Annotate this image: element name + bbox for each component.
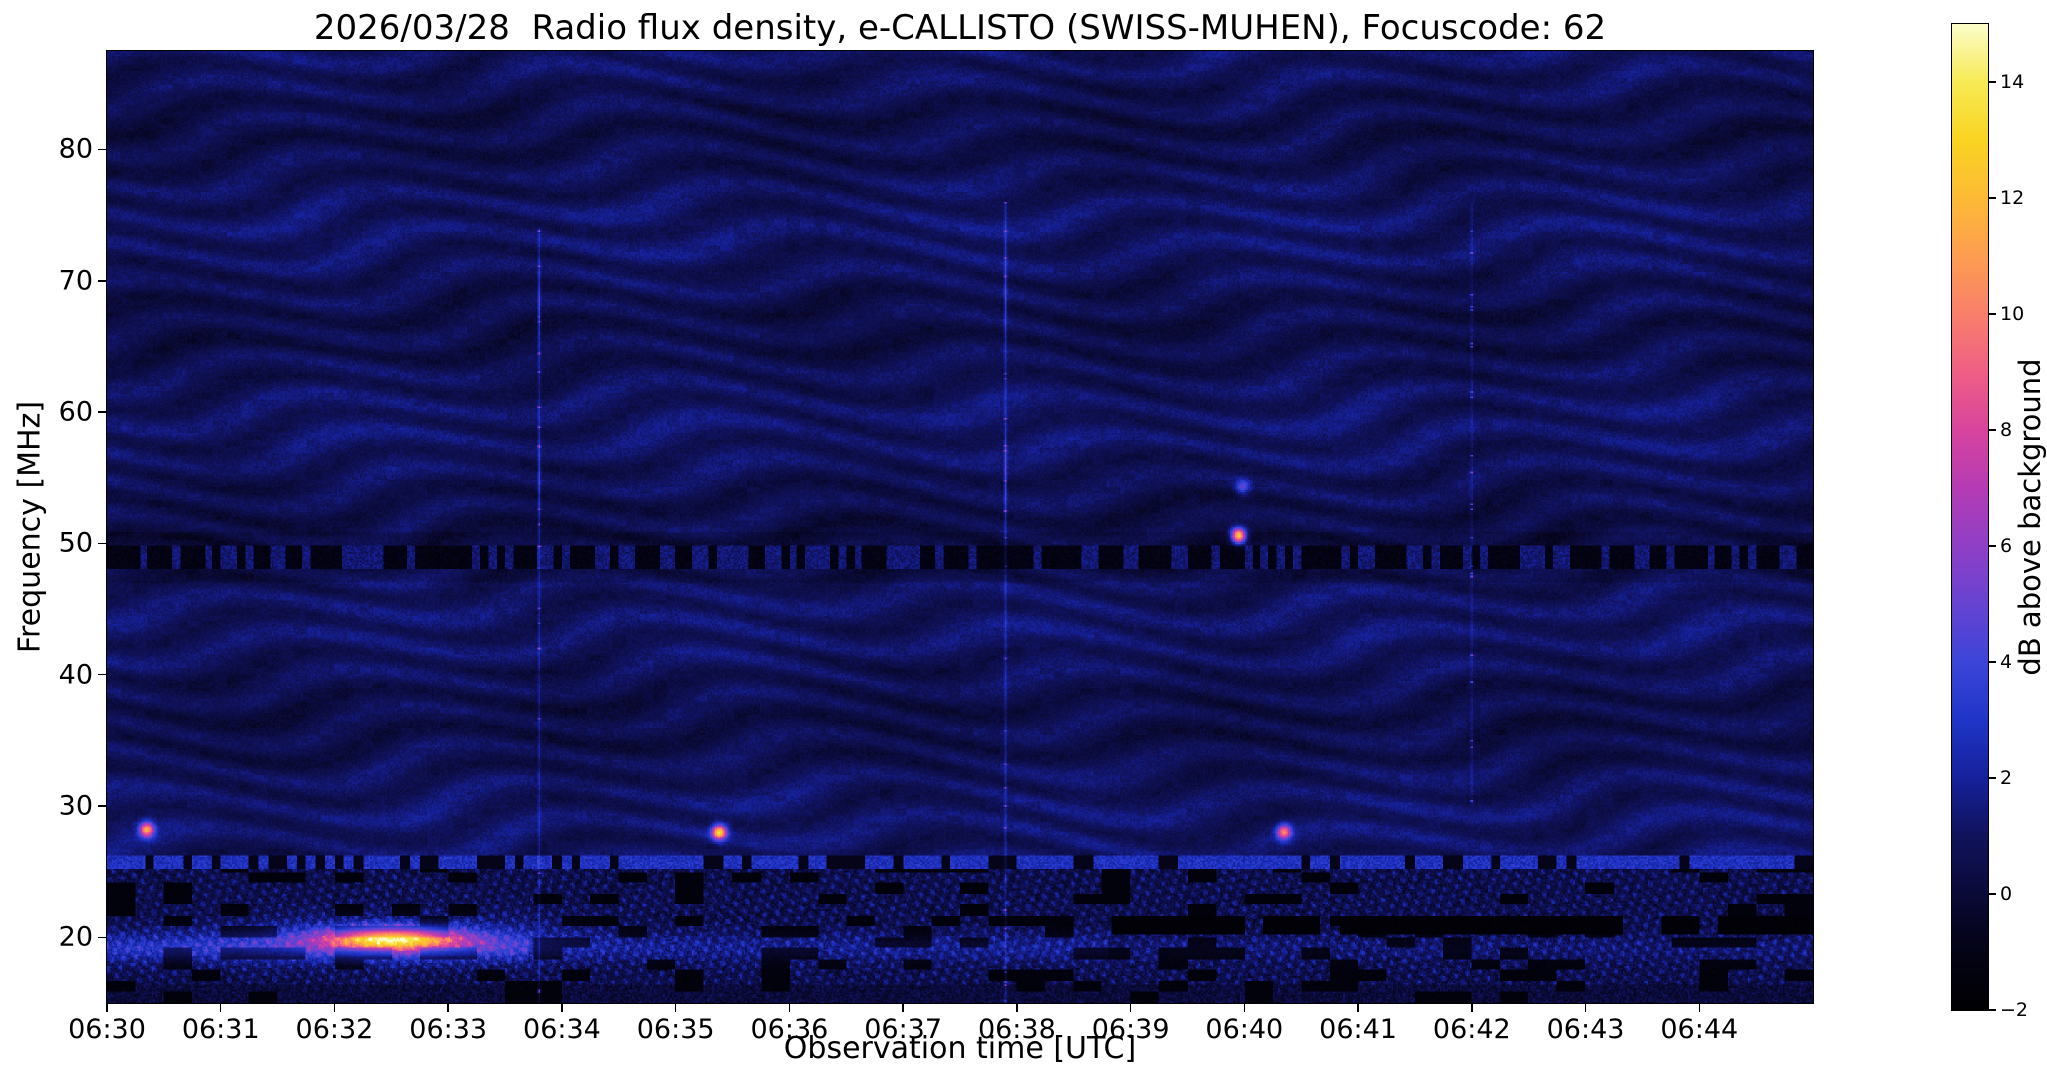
x-tick-mark (333, 1004, 336, 1012)
x-axis-label: Observation time [UTC] (783, 1031, 1137, 1066)
y-tick-label: 20 (58, 921, 93, 953)
x-tick-label: 06:31 (181, 1014, 260, 1045)
x-tick-label: 06:40 (1205, 1014, 1284, 1045)
x-tick-label: 06:33 (409, 1014, 488, 1045)
y-tick-label: 60 (58, 396, 93, 428)
x-tick-mark (1357, 1004, 1359, 1012)
spectrogram-canvas (107, 51, 1813, 1003)
y-tick-mark (98, 673, 106, 676)
x-tick-label: 06:38 (977, 1014, 1056, 1045)
x-tick-label: 06:37 (864, 1014, 943, 1045)
y-tick-label: 50 (58, 527, 93, 559)
colorbar-tick-mark (1989, 429, 1996, 431)
y-tick-mark (98, 936, 106, 939)
colorbar-label: dB above background (2013, 358, 2047, 676)
x-tick-mark (902, 1004, 904, 1012)
y-tick-label: 30 (58, 790, 93, 822)
y-tick-mark (98, 411, 106, 413)
y-tick-mark (98, 280, 106, 282)
colorbar-tick-label: 8 (2000, 419, 2013, 441)
x-tick-mark (447, 1004, 449, 1012)
x-tick-mark (1471, 1004, 1473, 1012)
y-tick-mark (98, 148, 106, 151)
x-tick-mark (219, 1004, 222, 1012)
x-tick-mark (1129, 1004, 1132, 1012)
x-tick-label: 06:36 (750, 1014, 829, 1045)
colorbar-tick-mark (1989, 197, 1996, 199)
x-tick-label: 06:42 (1432, 1014, 1511, 1045)
colorbar-tick-mark (1989, 81, 1996, 83)
x-tick-label: 06:30 (68, 1014, 146, 1045)
x-tick-mark (1016, 1004, 1018, 1012)
y-tick-label: 70 (58, 265, 93, 297)
x-tick-label: 06:41 (1319, 1014, 1397, 1045)
x-tick-mark (1584, 1004, 1587, 1012)
x-tick-label: 06:44 (1660, 1014, 1739, 1045)
x-tick-label: 06:43 (1546, 1014, 1625, 1045)
x-tick-label: 06:35 (636, 1014, 715, 1045)
x-tick-mark (788, 1004, 791, 1012)
x-tick-mark (1243, 1004, 1246, 1012)
colorbar-tick-mark (1989, 1009, 1996, 1011)
chart-title: 2026/03/28 Radio flux density, e-CALLIST… (313, 8, 1607, 48)
colorbar-tick-mark (1989, 661, 1996, 663)
x-tick-label: 06:39 (1091, 1014, 1170, 1045)
colorbar-tick-label: 10 (2000, 303, 2025, 325)
x-tick-mark (561, 1004, 563, 1012)
plot-area (106, 50, 1814, 1004)
colorbar-tick-mark (1989, 777, 1996, 779)
colorbar-tick-label: 4 (2000, 651, 2013, 673)
x-tick-mark (106, 1004, 108, 1012)
x-tick-mark (674, 1004, 677, 1012)
y-tick-label: 40 (58, 659, 93, 691)
y-tick-mark (98, 805, 106, 807)
colorbar-gradient (1952, 24, 1988, 1010)
colorbar-tick-label: 0 (2000, 883, 2013, 905)
colorbar-tick-label: 6 (2000, 535, 2013, 557)
x-tick-mark (1698, 1004, 1701, 1012)
colorbar-tick-mark (1989, 545, 1996, 547)
y-axis-label: Frequency [MHz] (12, 400, 48, 654)
y-tick-label: 80 (58, 133, 93, 165)
colorbar-tick-mark (1989, 313, 1996, 315)
colorbar-tick-mark (1989, 893, 1996, 895)
colorbar-tick-label: 2 (2000, 767, 2013, 789)
colorbar-tick-label: −2 (2000, 999, 2029, 1021)
x-tick-label: 06:32 (295, 1014, 374, 1045)
colorbar-tick-label: 14 (2000, 71, 2025, 93)
y-tick-mark (98, 542, 106, 545)
x-tick-label: 06:34 (523, 1014, 601, 1045)
colorbar-tick-label: 12 (2000, 187, 2025, 209)
colorbar (1951, 23, 1989, 1011)
